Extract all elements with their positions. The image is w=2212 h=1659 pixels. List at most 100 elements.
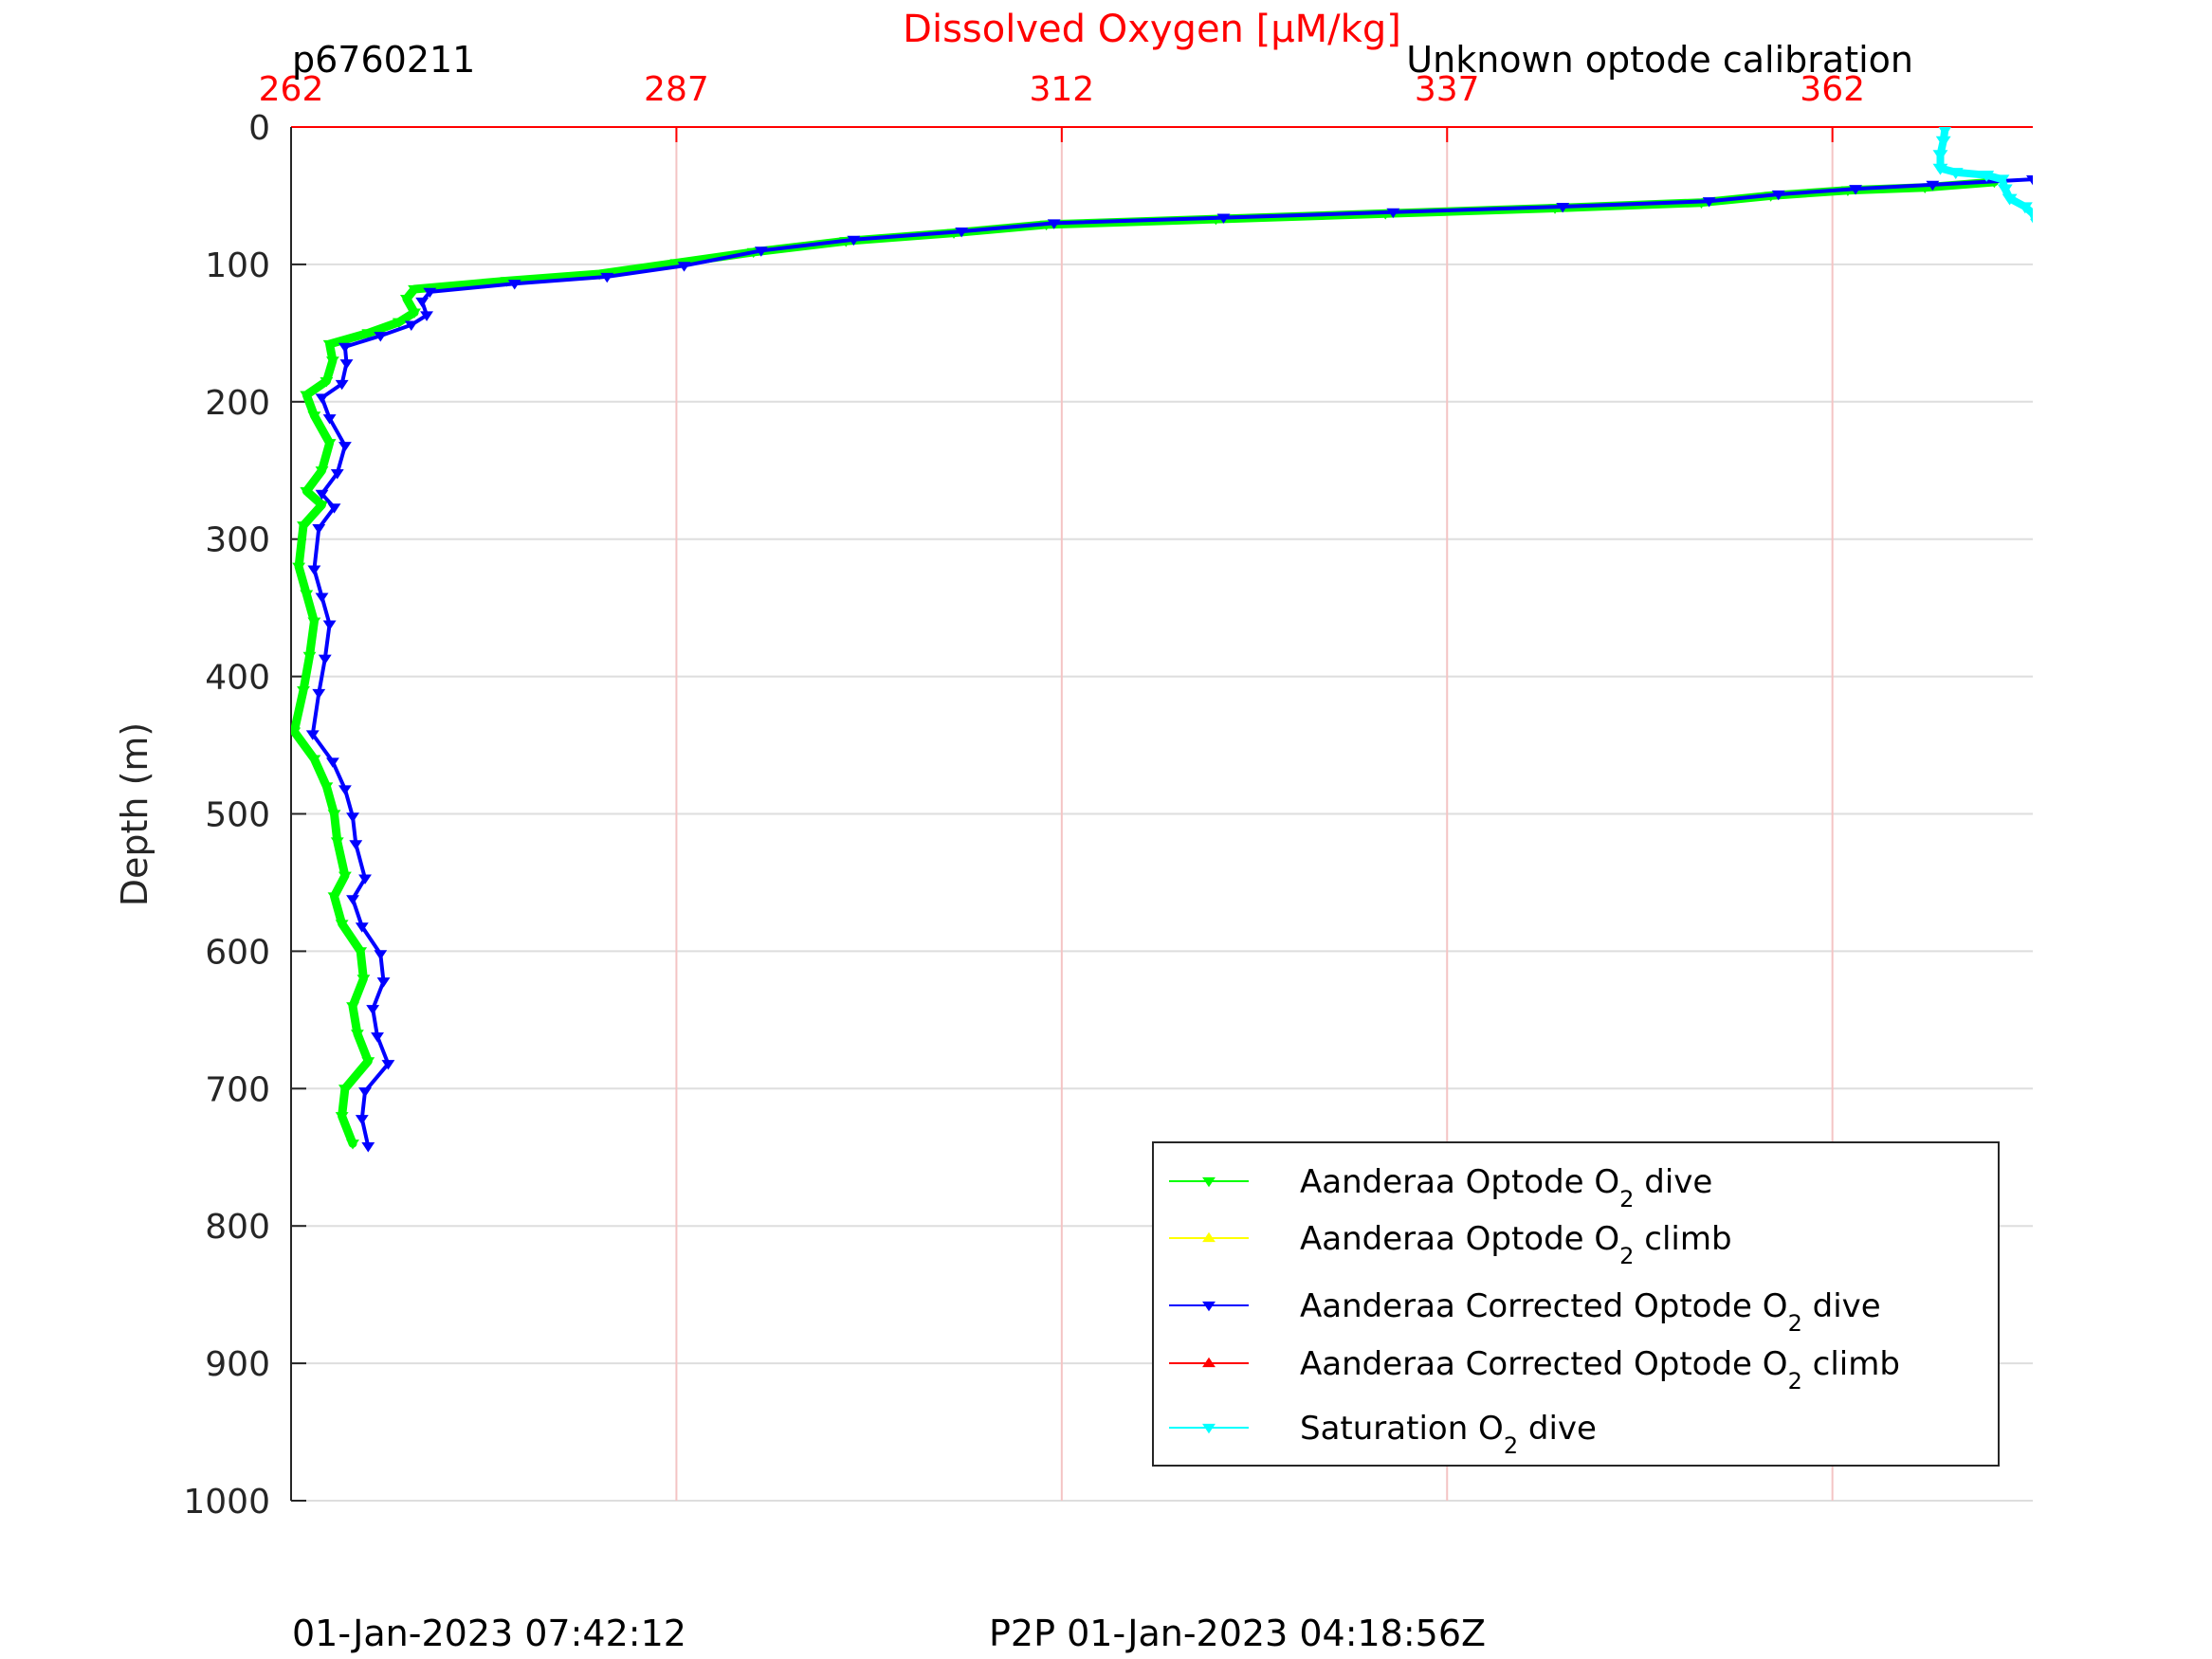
data-point (1935, 136, 1951, 148)
data-point (315, 393, 329, 404)
y-axis-label: Depth (m) (114, 722, 155, 907)
data-point (1997, 184, 2013, 196)
series-line (310, 177, 2033, 1149)
data-point (507, 280, 521, 290)
data-point (1994, 174, 2010, 187)
legend-item: Aanderaa Corrected Optode O2 dive (1169, 1287, 1881, 1337)
data-point (318, 654, 332, 665)
data-point (327, 892, 341, 902)
data-point (325, 356, 339, 367)
data-point (338, 342, 352, 354)
y-tick-label: 0 (248, 109, 270, 148)
y-tick-label: 1000 (183, 1483, 270, 1522)
data-point (1047, 219, 1061, 229)
data-point (300, 486, 314, 498)
data-point (349, 840, 363, 850)
data-point (600, 272, 614, 283)
data-point (2002, 193, 2018, 206)
x-tick-label: 287 (644, 70, 709, 109)
data-point (955, 228, 969, 238)
data-point (291, 727, 302, 738)
legend-item: Aanderaa Optode O2 climb (1169, 1220, 1732, 1269)
series-4 (1932, 127, 2033, 224)
data-point (1849, 185, 1862, 195)
data-point (399, 295, 413, 305)
data-point (374, 332, 388, 342)
data-point (338, 442, 352, 452)
data-point (339, 359, 354, 370)
data-point (1932, 150, 1948, 162)
footer-p2p: P2P 01-Jan-2023 04:18:56Z (989, 1613, 1486, 1654)
y-tick-label: 200 (205, 384, 270, 423)
data-point (320, 376, 334, 388)
legend-marker (1202, 1423, 1216, 1434)
data-point (300, 590, 314, 600)
x-tick-label: 312 (1029, 70, 1094, 109)
series-2 (305, 174, 2033, 1153)
data-point (307, 411, 321, 422)
data-point (361, 1057, 375, 1067)
data-point (408, 284, 421, 296)
data-point (335, 1112, 349, 1122)
data-point (381, 1060, 395, 1070)
legend-box (1152, 1141, 2000, 1467)
y-tick-label: 400 (205, 659, 270, 698)
data-point (1216, 213, 1231, 224)
y-tick-label: 100 (205, 246, 270, 285)
data-point (307, 617, 321, 628)
data-point (2029, 218, 2033, 224)
data-point (297, 685, 310, 697)
data-point (420, 311, 433, 321)
data-point (350, 1030, 364, 1040)
data-point (315, 489, 329, 501)
y-tick-labels: 0 100 200 300 400 500 600 700 800 900 1000 (183, 109, 270, 1522)
data-point (356, 975, 371, 985)
legend-marker (1202, 1357, 1216, 1368)
data-point (361, 1142, 375, 1153)
data-point (754, 246, 768, 257)
legend-item: Saturation O2 dive (1169, 1410, 1597, 1459)
data-point (1938, 127, 1952, 137)
data-point (361, 329, 375, 339)
data-point (346, 1139, 359, 1150)
legend-item: Aanderaa Corrected Optode O2 climb (1169, 1345, 1900, 1395)
data-point (302, 651, 317, 663)
data-point (2025, 209, 2033, 221)
data-point (423, 287, 437, 299)
data-point (408, 308, 421, 319)
data-point (376, 977, 391, 988)
data-point (315, 466, 329, 477)
series-line (291, 177, 1999, 1148)
data-point (327, 810, 341, 820)
data-point (415, 297, 430, 308)
data-point (366, 1005, 380, 1015)
data-point (305, 730, 320, 740)
series-0 (291, 177, 2002, 1150)
data-point (1947, 168, 1964, 180)
data-point (315, 501, 329, 511)
data-point (355, 922, 369, 933)
data-point (330, 837, 344, 848)
y-tick-label: 900 (205, 1345, 270, 1384)
data-point (322, 414, 337, 425)
calibration-note: Unknown optode calibration (1406, 39, 1913, 81)
data-point (354, 947, 368, 957)
legend-label: Saturation O2 dive (1300, 1410, 1597, 1459)
data-point (292, 562, 306, 573)
data-point (392, 318, 406, 329)
legend: Aanderaa Optode O2 dive Aanderaa Optode O… (1152, 1141, 2000, 1467)
data-point (307, 755, 321, 765)
data-point (404, 320, 418, 331)
data-point (327, 503, 341, 514)
y-tick-label: 300 (205, 521, 270, 560)
data-point (322, 339, 337, 351)
data-point (346, 812, 359, 823)
data-point (322, 620, 337, 630)
y-tick-label: 700 (205, 1070, 270, 1109)
legend-label: Aanderaa Corrected Optode O2 dive (1300, 1287, 1881, 1337)
data-point (335, 920, 349, 930)
footer-timestamp: 01-Jan-2023 07:42:12 (292, 1613, 686, 1654)
data-point (320, 782, 334, 793)
data-point (2026, 174, 2033, 186)
